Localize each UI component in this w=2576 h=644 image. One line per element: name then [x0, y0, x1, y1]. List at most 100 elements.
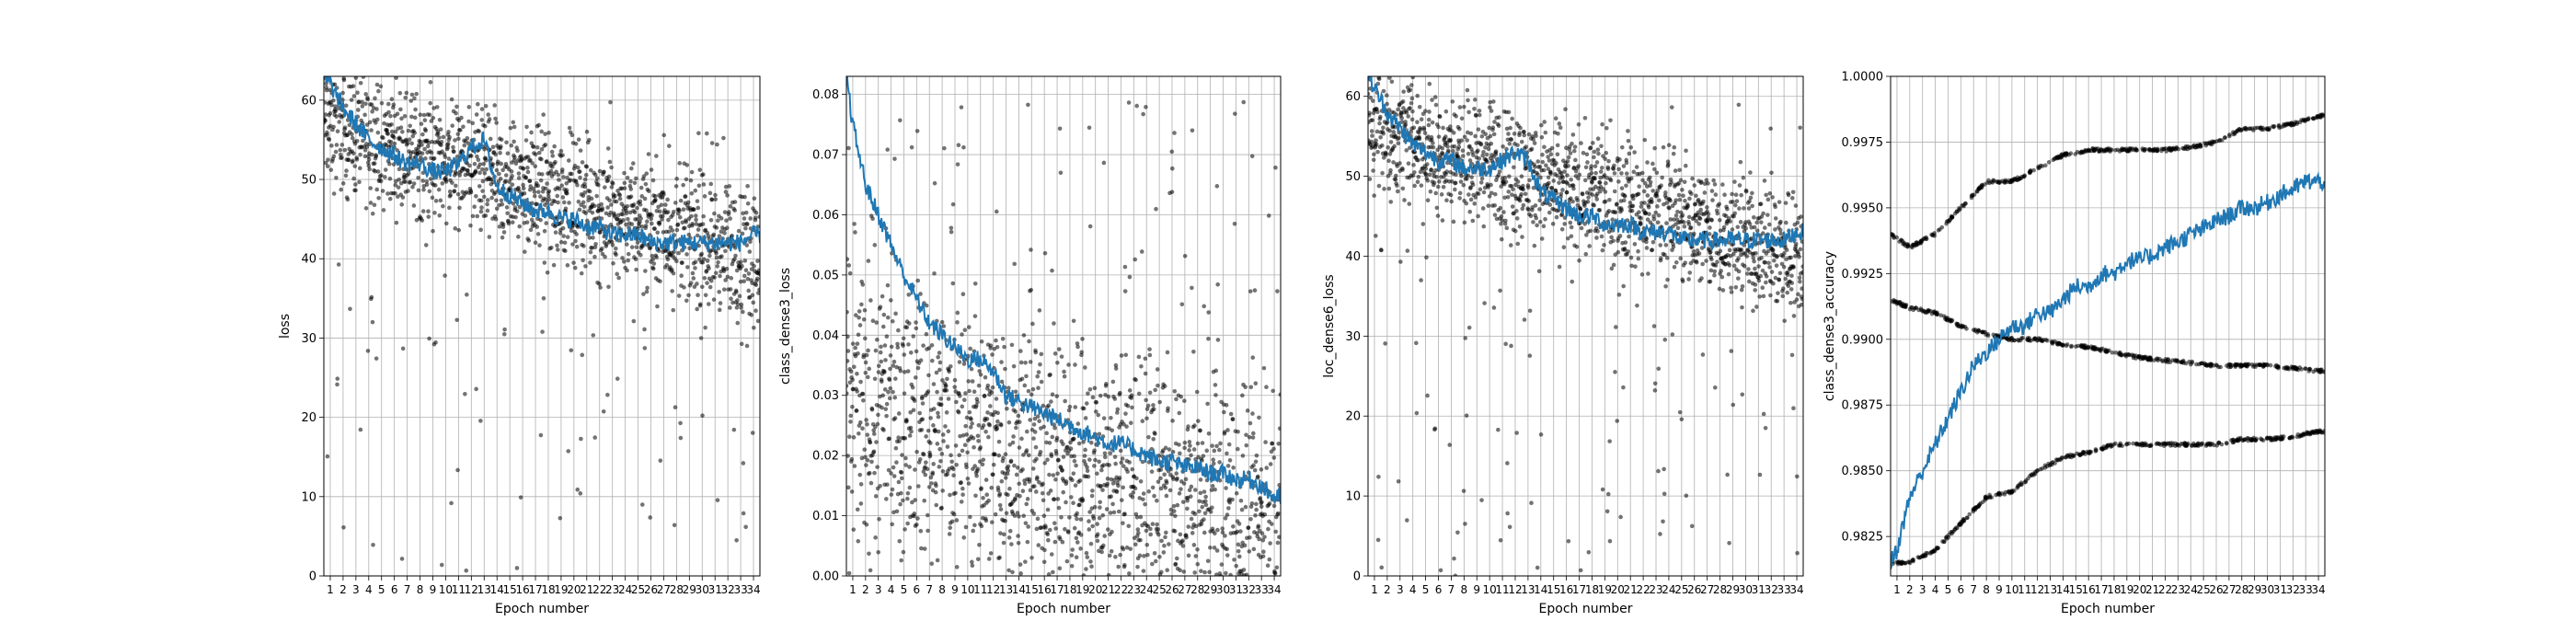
scatter-point — [478, 419, 483, 423]
scatter-point — [581, 193, 586, 199]
scatter-point — [1530, 205, 1535, 210]
scatter-point — [1105, 481, 1110, 487]
scatter-point — [1122, 562, 1127, 568]
scatter-point — [365, 349, 371, 353]
scatter-point — [1063, 526, 1067, 532]
scatter-point — [1097, 515, 1102, 521]
scatter-point — [1427, 172, 1432, 178]
scatter-point — [1453, 187, 1457, 192]
scatter-point — [1197, 499, 1202, 504]
scatter-point — [1052, 497, 1057, 501]
scatter-point — [1397, 135, 1401, 141]
scatter-point — [1603, 190, 1608, 194]
scatter-point — [1598, 169, 1604, 174]
scatter-point — [1391, 130, 1397, 134]
scatter-point — [1049, 454, 1054, 459]
scatter-point — [567, 201, 571, 205]
scatter-point — [1156, 383, 1160, 388]
scatter-point — [1443, 134, 1448, 139]
scatter-point — [1145, 552, 1150, 558]
scatter-point — [499, 161, 503, 167]
scatter-point — [1120, 498, 1124, 502]
scatter-point — [736, 302, 741, 307]
scatter-point — [1057, 566, 1063, 571]
scatter-point — [1043, 525, 1048, 530]
scatter-point — [914, 449, 919, 454]
axes-frame — [845, 75, 1282, 577]
scatter-point — [695, 199, 700, 203]
scatter-point — [1630, 196, 1636, 201]
scatter-point — [1206, 336, 1211, 341]
scatter-point — [940, 378, 945, 383]
scatter-point — [1226, 442, 1232, 447]
scatter-point — [1426, 117, 1432, 122]
scatter-point — [1055, 471, 1060, 477]
scatter-point — [499, 198, 504, 203]
scatter-point — [1031, 512, 1037, 516]
scatter-point — [358, 152, 362, 157]
scatter-point — [866, 374, 870, 380]
scatter-point — [940, 468, 946, 474]
scatter-point — [1672, 264, 1677, 270]
scatter-point — [1499, 221, 1503, 226]
scatter-point — [1464, 201, 1469, 206]
scatter-point — [1206, 310, 1212, 315]
scatter-point — [1016, 540, 1021, 546]
scatter-point — [510, 220, 515, 224]
scatter-point — [1388, 200, 1394, 204]
scatter-point — [1045, 457, 1050, 463]
scatter-point — [882, 370, 887, 374]
scatter-point — [1524, 144, 1528, 149]
x-tick-label: 30 — [1216, 583, 1230, 596]
scatter-point — [1404, 148, 1409, 153]
x-tick-label: 5 — [1422, 583, 1430, 596]
scatter-point — [578, 148, 583, 153]
x-tick-label: 2 — [1384, 583, 1391, 596]
scatter-point — [659, 202, 664, 208]
scatter-point — [428, 177, 433, 181]
scatter-point — [629, 166, 634, 171]
scatter-point — [1030, 321, 1035, 327]
scatter-point — [1395, 164, 1400, 168]
scatter-point — [906, 342, 911, 347]
scatter-point — [1206, 431, 1212, 436]
scatter-point — [1106, 394, 1111, 399]
scatter-point — [1253, 459, 1259, 465]
scatter-point — [642, 346, 648, 351]
scatter-point — [493, 116, 498, 121]
y-tick-label: 0.02 — [812, 450, 839, 464]
scatter-point — [1130, 494, 1135, 500]
scatter-point — [474, 386, 478, 392]
x-tick-label: 26 — [644, 583, 658, 596]
scatter-point — [1107, 426, 1111, 431]
scatter-point — [445, 145, 450, 150]
scatter-point — [1065, 530, 1071, 535]
scatter-point — [1407, 201, 1412, 206]
scatter-point — [714, 270, 719, 276]
scatter-point — [721, 135, 726, 141]
scatter-point — [938, 458, 943, 464]
scatter-point — [718, 273, 722, 279]
scatter-point — [1138, 514, 1144, 520]
scatter-point — [1509, 137, 1514, 142]
scatter-point — [1182, 398, 1187, 404]
scatter-point — [1459, 174, 1464, 178]
scatter-point — [578, 175, 582, 180]
scatter-point — [1177, 491, 1182, 496]
scatter-point — [929, 561, 935, 566]
scatter-point — [1114, 489, 1120, 494]
scatter-point — [440, 181, 445, 186]
scatter-point — [1472, 201, 1478, 206]
scatter-point — [857, 423, 862, 428]
scatter-point — [953, 490, 958, 496]
scatter-point — [1069, 495, 1074, 500]
scatter-point — [1278, 392, 1281, 397]
scatter-point — [1068, 440, 1073, 445]
scatter-point — [387, 196, 393, 201]
scatter-point — [1236, 542, 1241, 547]
scatter-point — [846, 263, 852, 268]
scatter-point — [1222, 409, 1226, 415]
scatter-point — [1383, 341, 1387, 346]
scatter-point — [1570, 279, 1575, 284]
scatter-point — [908, 350, 914, 355]
